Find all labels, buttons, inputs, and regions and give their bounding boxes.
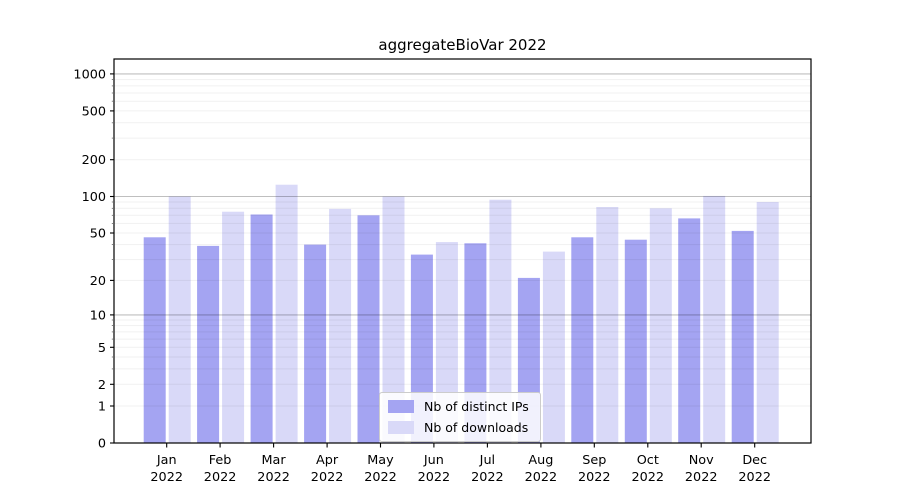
x-tick-label-year: 2022 xyxy=(311,470,344,485)
x-tick-label-month: Feb xyxy=(209,453,232,468)
x-tick-label-month: Jun xyxy=(423,453,444,468)
x-tick-label-year: 2022 xyxy=(525,470,558,485)
chart-title: aggregateBioVar 2022 xyxy=(378,36,547,54)
bar-nb-of-downloads-mar xyxy=(275,184,298,443)
legend-label-downloads: Nb of downloads xyxy=(424,420,529,435)
y-tick-label: 100 xyxy=(82,190,106,205)
y-tick-label: 500 xyxy=(82,104,106,119)
x-tick-label-year: 2022 xyxy=(632,470,665,485)
x-tick-label-month: Aug xyxy=(528,453,553,468)
bar-nb-of-downloads-may xyxy=(382,196,405,443)
bar-nb-of-distinct-ips-nov xyxy=(678,218,701,443)
x-tick-label-year: 2022 xyxy=(578,470,611,485)
x-tick-label-month: Oct xyxy=(637,453,659,468)
x-tick-label-month: May xyxy=(367,453,394,468)
x-tick-label-year: 2022 xyxy=(738,470,771,485)
bar-nb-of-downloads-apr xyxy=(329,208,352,443)
bar-nb-of-distinct-ips-dec xyxy=(731,230,754,443)
bar-nb-of-distinct-ips-feb xyxy=(197,245,220,443)
bar-nb-of-downloads-aug xyxy=(542,251,565,443)
bar-nb-of-distinct-ips-sep xyxy=(571,237,594,443)
bar-nb-of-downloads-sep xyxy=(596,207,619,443)
x-tick-label-year: 2022 xyxy=(471,470,504,485)
legend: Nb of distinct IPs Nb of downloads xyxy=(379,392,541,442)
x-tick-label-month: Sep xyxy=(582,453,606,468)
bar-nb-of-distinct-ips-jan xyxy=(143,237,166,443)
x-tick-label-month: Dec xyxy=(742,453,767,468)
x-tick-label-month: Apr xyxy=(316,453,339,468)
bar-nb-of-downloads-jul xyxy=(489,199,512,443)
x-tick-label-year: 2022 xyxy=(204,470,237,485)
legend-label-distinct-ips: Nb of distinct IPs xyxy=(424,399,529,414)
y-tick-label: 0 xyxy=(98,436,106,451)
x-tick-label-year: 2022 xyxy=(685,470,718,485)
bar-nb-of-downloads-jan xyxy=(168,196,191,443)
y-tick-label: 2 xyxy=(98,378,106,393)
bar-nb-of-distinct-ips-may xyxy=(357,215,380,443)
legend-item-downloads: Nb of downloads xyxy=(388,420,529,435)
y-tick-label: 200 xyxy=(82,153,106,168)
y-tick-label: 1000 xyxy=(73,67,106,82)
y-tick-label: 5 xyxy=(98,341,106,356)
bar-nb-of-distinct-ips-mar xyxy=(250,214,273,443)
x-tick-label-month: Jul xyxy=(479,453,495,468)
y-tick-label: 1 xyxy=(98,399,106,414)
x-tick-label-month: Jan xyxy=(156,453,177,468)
bar-nb-of-distinct-ips-apr xyxy=(304,244,327,443)
bar-nb-of-downloads-feb xyxy=(222,211,245,443)
y-tick-label: 10 xyxy=(90,308,106,323)
bar-nb-of-downloads-oct xyxy=(649,208,672,443)
legend-item-distinct-ips: Nb of distinct IPs xyxy=(388,399,529,414)
legend-swatch-downloads xyxy=(388,421,414,434)
legend-swatch-distinct-ips xyxy=(388,400,414,413)
bar-nb-of-downloads-nov xyxy=(703,195,726,443)
x-tick-label-month: Mar xyxy=(262,453,287,468)
y-tick-label: 50 xyxy=(90,226,106,241)
y-tick-label: 20 xyxy=(90,274,106,289)
x-tick-label-year: 2022 xyxy=(257,470,290,485)
x-tick-label-month: Nov xyxy=(689,453,714,468)
bar-nb-of-distinct-ips-oct xyxy=(624,239,647,443)
x-tick-label-year: 2022 xyxy=(364,470,397,485)
x-tick-label-year: 2022 xyxy=(418,470,451,485)
x-tick-label-year: 2022 xyxy=(150,470,183,485)
bar-nb-of-downloads-dec xyxy=(756,202,779,443)
plot-frame xyxy=(113,58,812,444)
